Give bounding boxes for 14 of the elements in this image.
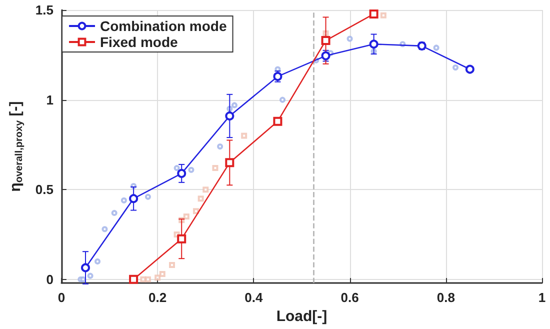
legend-label: Combination mode	[100, 18, 227, 34]
y-axis-title: ηoverall,proxy [-]	[7, 101, 25, 192]
x-tick-label: 0.4	[244, 290, 264, 305]
x-tick-label: 0	[58, 290, 66, 305]
legend-label: Fixed mode	[100, 34, 178, 50]
y-tick-label: 0.5	[35, 182, 54, 198]
x-tick-label: 1	[538, 290, 546, 305]
y-tick-label: 0	[46, 272, 54, 287]
x-axis-title: Load[-]	[276, 308, 328, 325]
x-tick-label: 0.6	[340, 290, 359, 305]
x-tick-label: 0.8	[436, 290, 455, 305]
x-tick-label: 0.2	[148, 290, 167, 305]
y-tick-label: 1	[46, 92, 54, 108]
y-tick-label: 1.5	[35, 2, 54, 18]
